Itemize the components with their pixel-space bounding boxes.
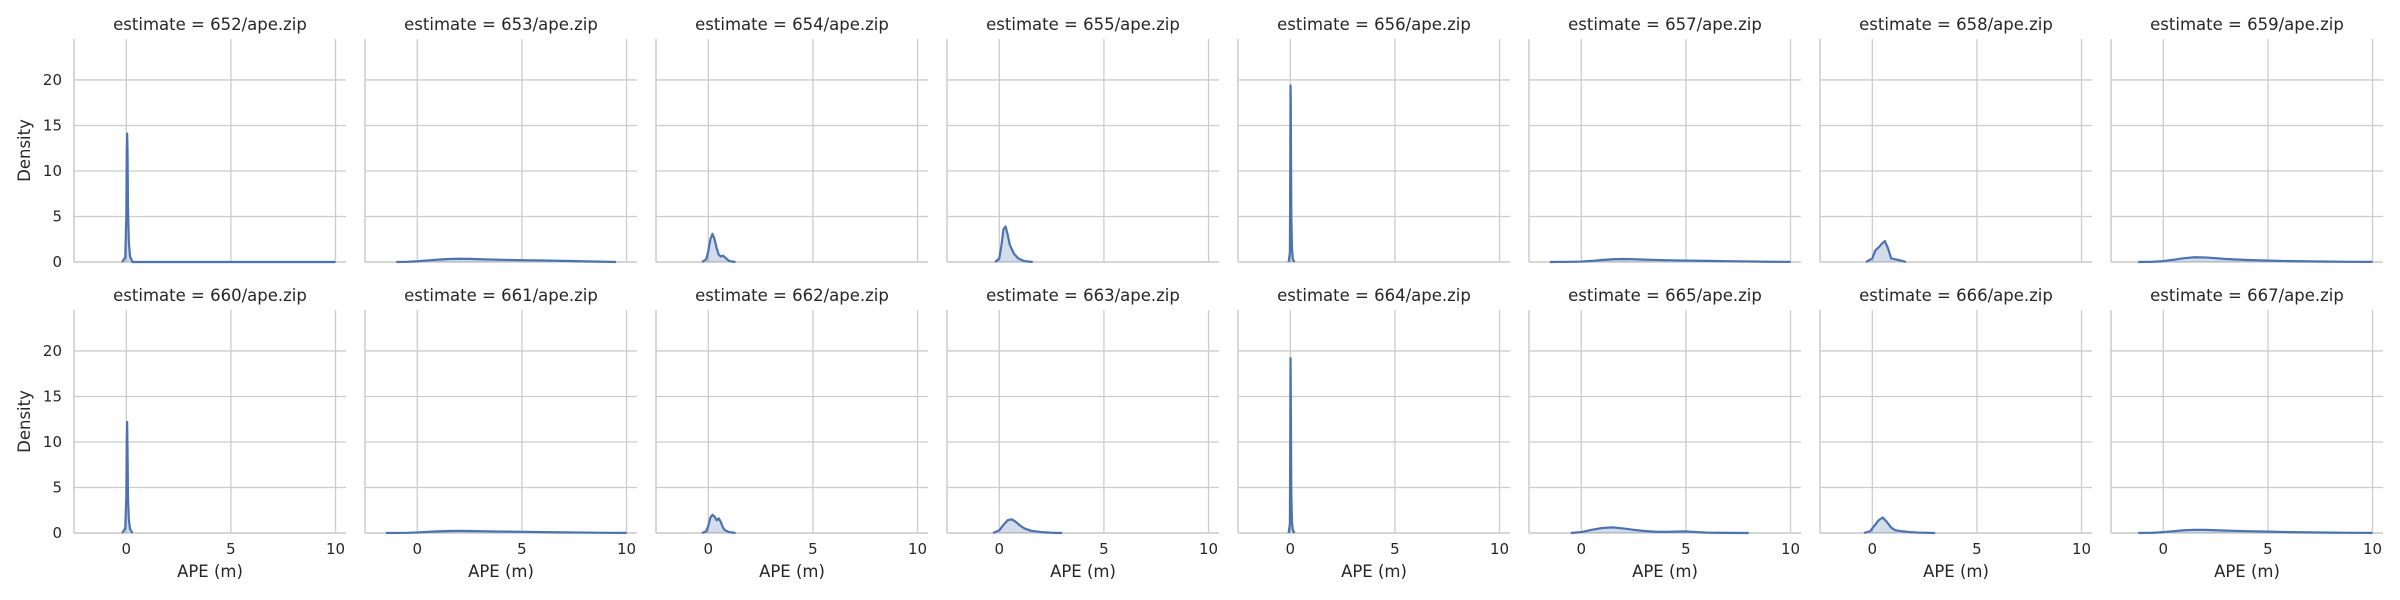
- facet-title: estimate = 664/ape.zip: [1277, 286, 1471, 305]
- y-tick-label: 5: [52, 478, 62, 496]
- density-fill: [995, 226, 1033, 262]
- density-line: [385, 529, 627, 535]
- x-tick-label: 0: [413, 540, 423, 558]
- density-fill: [1866, 241, 1906, 262]
- x-tick-label: 0: [704, 540, 714, 558]
- x-tick-label: 10: [908, 540, 927, 558]
- x-tick-label: 10: [1781, 540, 1800, 558]
- x-tick-label: 5: [1099, 540, 1109, 558]
- density-line: [2138, 528, 2373, 535]
- facet-title: estimate = 652/ape.zip: [113, 15, 307, 34]
- facet-title: estimate = 661/ape.zip: [404, 286, 598, 305]
- y-axis-label: Density: [15, 119, 34, 182]
- density-line: [992, 518, 1063, 535]
- density-line: [121, 420, 134, 534]
- y-tick-label: 15: [43, 116, 62, 134]
- y-tick-label: 0: [52, 524, 62, 542]
- y-tick-label: 0: [52, 253, 62, 271]
- facet-title: estimate = 656/ape.zip: [1277, 15, 1471, 34]
- density-fill: [122, 133, 336, 262]
- density-line: [396, 257, 617, 264]
- x-tick-label: 0: [122, 540, 132, 558]
- density-line: [121, 132, 336, 264]
- x-tick-label: 5: [1681, 540, 1691, 558]
- density-line: [1287, 357, 1296, 534]
- facet-title: estimate = 658/ape.zip: [1859, 15, 2053, 34]
- density-fill: [1570, 527, 1749, 533]
- x-tick-label: 5: [1972, 540, 1982, 558]
- facet-title: estimate = 666/ape.zip: [1859, 286, 2053, 305]
- x-axis-label: APE (m): [1341, 562, 1407, 581]
- density-line: [1865, 239, 1907, 264]
- density-line: [701, 513, 736, 535]
- facet-title: estimate = 662/ape.zip: [695, 286, 889, 305]
- facet-title: estimate = 655/ape.zip: [986, 15, 1180, 34]
- facet-title: estimate = 659/ape.zip: [2150, 15, 2344, 34]
- x-tick-label: 10: [1490, 540, 1509, 558]
- facet-title: estimate = 653/ape.zip: [404, 15, 598, 34]
- x-axis-label: APE (m): [1923, 562, 1989, 581]
- density-fill: [993, 519, 1063, 533]
- x-tick-label: 5: [2263, 540, 2273, 558]
- facet-title: estimate = 654/ape.zip: [695, 15, 889, 34]
- facet-title: estimate = 663/ape.zip: [986, 286, 1180, 305]
- facet-title: estimate = 667/ape.zip: [2150, 286, 2344, 305]
- x-tick-label: 10: [326, 540, 345, 558]
- x-axis-label: APE (m): [2214, 562, 2280, 581]
- y-tick-label: 15: [43, 387, 62, 405]
- x-tick-label: 0: [2159, 540, 2169, 558]
- density-line: [994, 225, 1033, 264]
- x-tick-label: 5: [517, 540, 527, 558]
- density-fill: [2138, 257, 2373, 262]
- x-axis-label: APE (m): [177, 562, 243, 581]
- x-axis-label: APE (m): [759, 562, 825, 581]
- facet-title: estimate = 665/ape.zip: [1568, 286, 1762, 305]
- y-tick-label: 20: [43, 342, 62, 360]
- density-line: [1570, 526, 1749, 535]
- density-line: [701, 232, 736, 264]
- x-tick-label: 5: [1390, 540, 1400, 558]
- x-axis-label: APE (m): [1050, 562, 1116, 581]
- y-axis-label: Density: [15, 390, 34, 453]
- facet-title: estimate = 660/ape.zip: [113, 286, 307, 305]
- x-tick-label: 5: [226, 540, 236, 558]
- y-tick-label: 5: [52, 207, 62, 225]
- x-tick-label: 0: [1868, 540, 1878, 558]
- x-axis-label: APE (m): [468, 562, 534, 581]
- density-line: [1549, 257, 1791, 264]
- x-tick-label: 10: [1199, 540, 1218, 558]
- x-tick-label: 0: [1577, 540, 1587, 558]
- x-tick-label: 10: [2363, 540, 2382, 558]
- density-line: [1287, 84, 1296, 263]
- x-tick-label: 0: [1286, 540, 1296, 558]
- y-tick-label: 10: [43, 162, 62, 180]
- y-tick-label: 10: [43, 433, 62, 451]
- x-axis-label: APE (m): [1632, 562, 1698, 581]
- x-tick-label: 10: [617, 540, 636, 558]
- x-tick-label: 5: [808, 540, 818, 558]
- facet-title: estimate = 657/ape.zip: [1568, 15, 1762, 34]
- y-tick-label: 20: [43, 71, 62, 89]
- density-line: [2138, 256, 2373, 264]
- x-tick-label: 10: [2072, 540, 2091, 558]
- density-line: [1863, 516, 1936, 535]
- density-fill: [1863, 517, 1936, 533]
- x-tick-label: 0: [995, 540, 1005, 558]
